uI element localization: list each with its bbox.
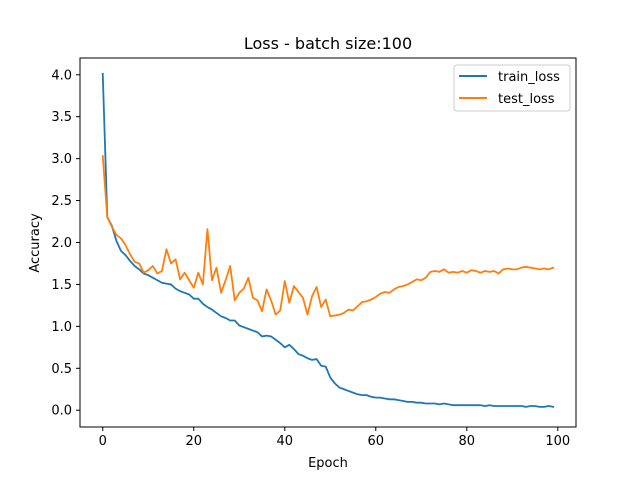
x-tick-label: 100 — [545, 434, 570, 449]
y-tick-label: 3.5 — [51, 110, 72, 125]
x-axis-label: Epoch — [308, 456, 348, 471]
x-tick-label: 40 — [276, 434, 293, 449]
y-tick-label: 3.0 — [51, 152, 72, 167]
x-tick-label: 80 — [459, 434, 476, 449]
y-axis-ticks: 0.0 0.5 1.0 1.5 2.0 2.5 3.0 3.5 4.0 — [51, 68, 80, 419]
y-tick-label: 2.0 — [51, 236, 72, 251]
y-tick-label: 1.0 — [51, 320, 72, 335]
y-tick-label: 0.5 — [51, 362, 72, 377]
chart-title: Loss - batch size:100 — [244, 34, 412, 53]
y-tick-label: 4.0 — [51, 68, 72, 83]
y-tick-label: 1.5 — [51, 278, 72, 293]
x-axis-ticks: 0 20 40 60 80 100 — [99, 427, 570, 449]
legend: train_loss test_loss — [453, 64, 571, 112]
x-tick-label: 0 — [99, 434, 107, 449]
y-tick-label: 0.0 — [51, 404, 72, 419]
y-tick-label: 2.5 — [51, 194, 72, 209]
series-layer — [101, 73, 555, 408]
y-axis-label: Accuracy — [28, 213, 43, 273]
legend-label-train-loss: train_loss — [498, 70, 560, 85]
x-tick-label: 20 — [185, 434, 202, 449]
series-line-test-loss — [101, 155, 555, 318]
legend-label-test-loss: test_loss — [498, 92, 555, 107]
x-tick-label: 60 — [368, 434, 385, 449]
series-line-train-loss — [101, 73, 555, 408]
